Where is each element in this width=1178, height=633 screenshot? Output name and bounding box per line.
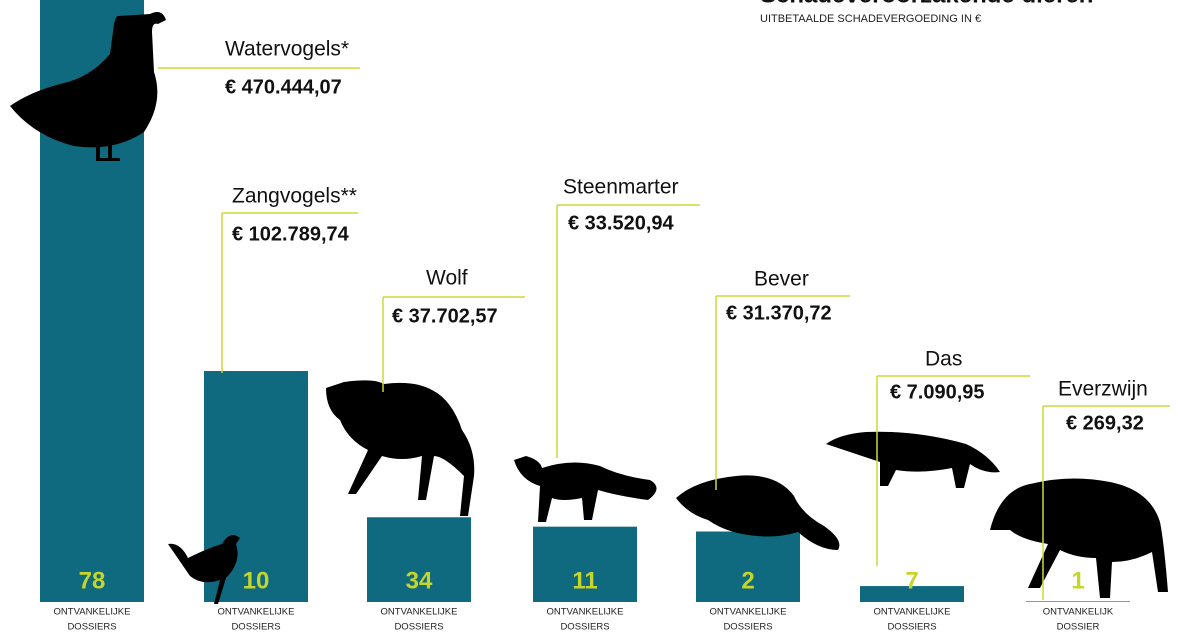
value-label: € 7.090,95 [890,381,985,403]
count-label: 10 [243,567,270,594]
count-caption: ONTVANKELIJKE [218,607,295,618]
count-caption: ONTVANKELIJKE [54,607,131,618]
count-caption: ONTVANKELIJKE [874,607,951,618]
value-label: € 31.370,72 [726,302,832,324]
category-label: Das [925,348,962,371]
count-label: 7 [905,567,918,594]
chart-subtitle: UITBETAALDE SCHADEVERGOEDING IN € [760,13,981,25]
count-caption: DOSSIERS [887,622,936,633]
count-caption: DOSSIERS [560,622,609,633]
category-label: Watervogels* [225,38,349,61]
silhouettes [10,12,1168,604]
count-label: 78 [79,567,106,594]
count-label: 2 [741,567,754,594]
count-label: 1 [1071,567,1084,594]
category-label: Wolf [426,267,468,290]
value-label: € 269,32 [1066,412,1144,434]
chart: Schadeveroorzakende dieren UITBETAALDE S… [0,0,1178,633]
value-label: € 37.702,57 [392,305,498,327]
badger [826,432,1000,488]
count-caption: DOSSIERS [723,622,772,633]
count-caption: ONTVANKELIJKE [381,607,458,618]
count-caption: ONTVANKELIJKE [710,607,787,618]
value-label: € 33.520,94 [568,212,675,234]
category-label: Bever [754,268,809,291]
value-label: € 102.789,74 [232,223,350,245]
count-caption: DOSSIERS [231,622,280,633]
count-caption: DOSSIER [1057,622,1100,633]
count-caption: DOSSIERS [394,622,443,633]
marten [514,456,657,522]
count-caption: DOSSIERS [67,622,116,633]
count-label: 34 [406,567,433,594]
value-label: € 470.444,07 [225,76,342,98]
category-label: Steenmarter [563,176,679,199]
category-label: Everzwijn [1058,378,1148,401]
chart-title: Schadeveroorzakende dieren [760,0,1093,8]
count-caption: ONTVANKELIJKE [547,607,624,618]
category-label: Zangvogels** [232,185,357,208]
count-caption: ONTVANKELIJK [1043,607,1114,618]
bar [1026,601,1130,602]
wolf [326,380,474,516]
count-label: 11 [572,567,597,594]
